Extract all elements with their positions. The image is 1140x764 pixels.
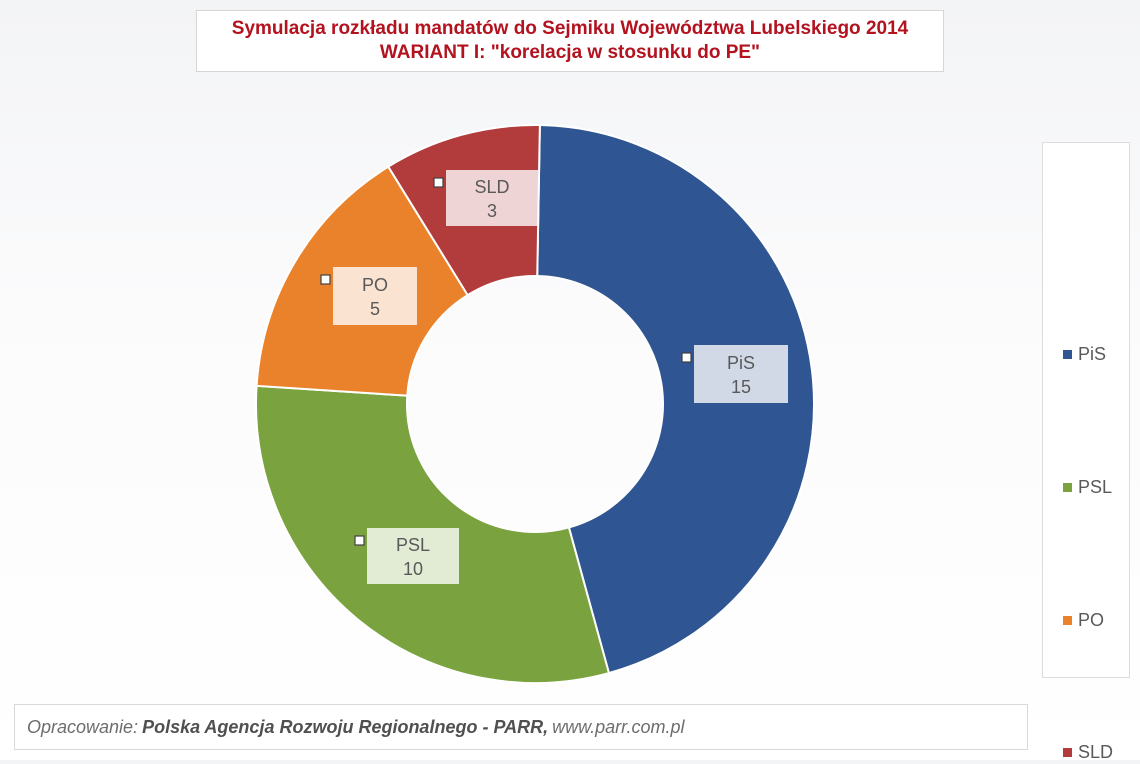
data-label-marker-pis <box>681 352 692 363</box>
data-label-name-psl: PSL <box>396 535 430 555</box>
chart-title: Symulacja rozkładu mandatów do Sejmiku W… <box>231 18 909 39</box>
source-url: www.parr.com.pl <box>552 716 685 737</box>
data-label-marker-po <box>320 274 331 285</box>
data-label-box-pis <box>694 345 788 403</box>
data-label-name-po: PO <box>362 275 388 295</box>
legend-item-psl: PSL <box>1063 475 1112 499</box>
data-label-value-pis: 15 <box>731 377 751 397</box>
data-label-box-po <box>333 267 417 325</box>
data-label-box-psl <box>367 528 459 584</box>
data-label-sld: SLD 3 <box>433 170 538 226</box>
data-label-pis: PiS 15 <box>681 345 788 403</box>
data-label-marker-sld <box>433 177 444 188</box>
data-label-value-po: 5 <box>370 299 380 319</box>
legend-swatch-psl <box>1063 482 1072 492</box>
legend-swatch-po <box>1063 615 1072 625</box>
source-prefix: Opracowanie: <box>27 716 139 737</box>
chart-title-box: Symulacja rozkładu mandatów do Sejmiku W… <box>196 10 944 72</box>
data-label-psl: PSL 10 <box>354 528 459 584</box>
source-org: Polska Agencja Rozwoju Regionalnego - PA… <box>142 716 549 737</box>
chart-legend: PiS PSL PO SLD <box>1042 142 1130 762</box>
chart-subtitle: WARIANT I: "korelacja w stosunku do PE" <box>379 42 761 63</box>
legend-label-psl: PSL <box>1078 476 1113 497</box>
legend-label-pis: PiS <box>1078 343 1107 364</box>
legend-item-pis: PiS <box>1063 342 1106 366</box>
legend-label-sld: SLD <box>1078 741 1114 762</box>
data-label-name-sld: SLD <box>474 177 509 197</box>
data-label-value-psl: 10 <box>403 559 423 579</box>
donut-chart: PiS 15 PSL 10 PO 5 SLD 3 <box>255 124 815 684</box>
data-label-name-pis: PiS <box>727 353 755 373</box>
legend-swatch-sld <box>1063 747 1072 757</box>
data-label-marker-psl <box>354 535 365 546</box>
legend-swatch-pis <box>1063 349 1072 359</box>
data-label-box-sld <box>446 170 538 226</box>
legend-item-sld: SLD <box>1063 740 1113 764</box>
source-caption: Opracowanie: Polska Agencja Rozwoju Regi… <box>14 704 1028 750</box>
legend-item-po: PO <box>1063 608 1104 632</box>
slice-pis <box>536 124 815 675</box>
legend-label-po: PO <box>1078 609 1105 630</box>
data-label-value-sld: 3 <box>487 201 497 221</box>
data-label-po: PO 5 <box>320 267 417 325</box>
